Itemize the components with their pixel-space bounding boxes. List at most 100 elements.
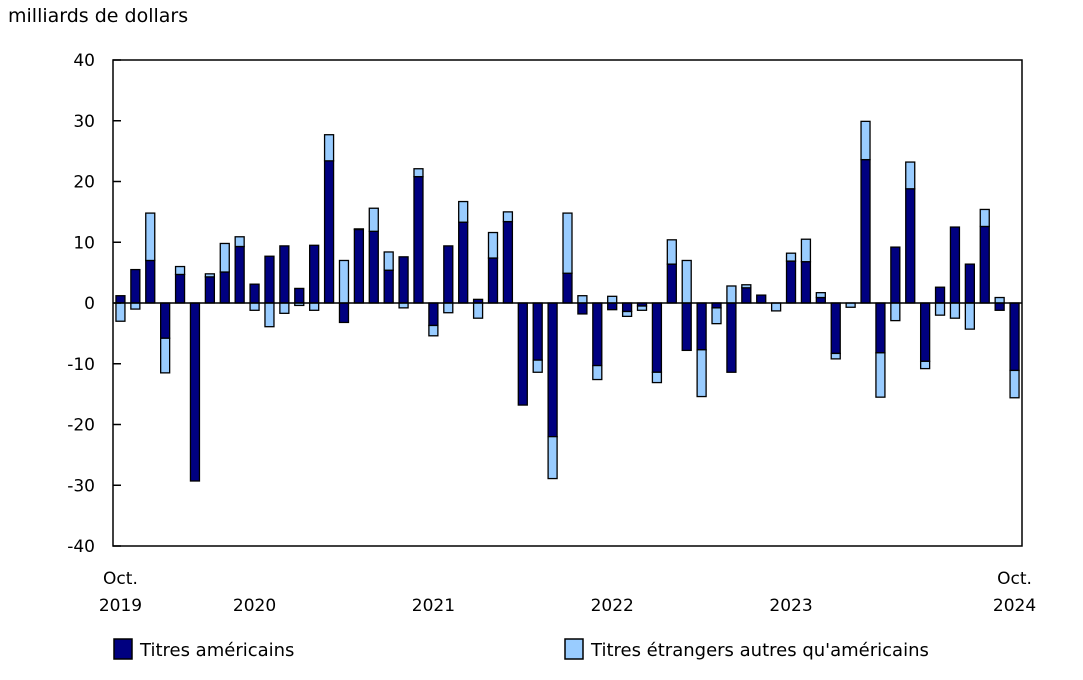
bar-foreign-securities [994, 296, 1005, 304]
bar-us-securities [979, 225, 990, 304]
y-tick-label: -10 [67, 355, 95, 375]
bar-foreign-securities [443, 302, 454, 314]
bar-us-securities [726, 302, 737, 373]
bar-foreign-securities [905, 161, 916, 190]
bar-foreign-securities [800, 238, 812, 263]
legend: Titres américains Titres étrangers autre… [113, 638, 929, 661]
bar-us-securities [830, 302, 841, 355]
bar-foreign-securities [174, 265, 186, 276]
bar-us-securities [264, 255, 275, 304]
bar-foreign-securities [368, 207, 379, 232]
bar-foreign-securities [607, 295, 618, 304]
bar-us-securities [890, 246, 901, 304]
bar-foreign-securities [666, 239, 677, 265]
bar-us-securities [532, 302, 543, 361]
bar-us-securities [428, 302, 439, 327]
bar-foreign-securities [487, 231, 499, 259]
y-tick-label: -20 [67, 416, 95, 436]
bar-foreign-securities [309, 302, 320, 311]
bar-us-securities [741, 287, 752, 304]
bar-us-securities [309, 244, 320, 304]
bar-foreign-securities [115, 302, 126, 322]
bar-foreign-securities [949, 302, 961, 319]
x-tick-label: 2023 [769, 596, 812, 616]
bar-us-securities [219, 271, 230, 304]
bar-us-securities [160, 302, 171, 339]
bar-us-securities [502, 220, 514, 304]
bar-us-securities [815, 296, 826, 304]
bar-us-securities [577, 302, 588, 315]
bar-us-securities [651, 302, 663, 373]
bar-us-securities [547, 302, 558, 438]
x-tick-label: Oct. [997, 569, 1032, 589]
bar-us-securities [949, 226, 961, 304]
legend-swatch-us [113, 638, 133, 660]
bar-foreign-securities [696, 349, 707, 398]
bar-foreign-securities [830, 352, 841, 360]
bar-us-securities [189, 302, 201, 482]
bar-us-securities [130, 268, 141, 304]
bar-foreign-securities [592, 364, 603, 381]
y-tick-label: 10 [73, 233, 95, 253]
bar-foreign-securities [130, 302, 141, 310]
bar-foreign-securities [815, 292, 826, 299]
y-tick-label: -30 [67, 476, 95, 496]
bar-us-securities [562, 272, 573, 304]
bar-us-securities [607, 302, 618, 311]
bar-foreign-securities [547, 435, 558, 480]
bar-foreign-securities [502, 211, 514, 223]
bar-foreign-securities [651, 371, 663, 384]
bar-us-securities [666, 263, 677, 304]
bar-foreign-securities [532, 359, 543, 373]
bar-us-securities [174, 273, 186, 304]
bar-us-securities [115, 295, 126, 304]
bar-foreign-securities [472, 302, 484, 319]
bar-us-securities [338, 302, 350, 324]
bar-us-securities [398, 256, 409, 304]
bar-us-securities [621, 302, 633, 313]
y-tick-label: -40 [67, 537, 95, 557]
bar-us-securities [905, 188, 916, 304]
bar-foreign-securities [219, 242, 230, 273]
legend-swatch-foreign [564, 638, 584, 660]
y-tick-label: 40 [73, 51, 95, 71]
bar-us-securities [785, 260, 797, 304]
bar-foreign-securities [636, 305, 648, 311]
bar-us-securities [875, 302, 886, 354]
bar-us-securities [800, 261, 812, 304]
bar-foreign-securities [875, 352, 886, 398]
bar-foreign-securities [681, 259, 692, 304]
bar-us-securities [353, 228, 365, 304]
x-tick-label: 2019 [99, 596, 142, 616]
y-tick-label: 0 [84, 294, 95, 314]
bar-us-securities [249, 283, 260, 304]
bar-us-securities [592, 302, 603, 367]
bar-foreign-securities [204, 273, 216, 278]
y-tick-label: 30 [73, 112, 95, 132]
bar-us-securities [204, 276, 216, 304]
bar-us-securities [919, 302, 931, 362]
x-tick-label: 2022 [591, 596, 634, 616]
bar-foreign-securities [413, 168, 424, 178]
bar-us-securities [145, 259, 156, 304]
bar-foreign-securities [890, 302, 901, 322]
x-tick-label: 2020 [233, 596, 276, 616]
bar-foreign-securities [338, 259, 350, 304]
bar-us-securities [294, 287, 305, 304]
bar-foreign-securities [279, 302, 290, 314]
bar-foreign-securities [160, 337, 171, 374]
bar-us-securities [487, 257, 499, 304]
x-tick-label: 2024 [993, 596, 1036, 616]
bar-foreign-securities [249, 302, 260, 311]
x-tick-label: 2021 [412, 596, 455, 616]
bar-us-securities [458, 221, 469, 304]
bar-us-securities [323, 160, 335, 304]
bar-foreign-securities [577, 295, 588, 304]
bar-foreign-securities [264, 302, 275, 328]
bar-foreign-securities [428, 324, 439, 337]
bar-us-securities [279, 245, 290, 304]
bar-foreign-securities [934, 302, 946, 316]
bar-us-securities [681, 302, 692, 352]
bar-foreign-securities [383, 251, 394, 271]
